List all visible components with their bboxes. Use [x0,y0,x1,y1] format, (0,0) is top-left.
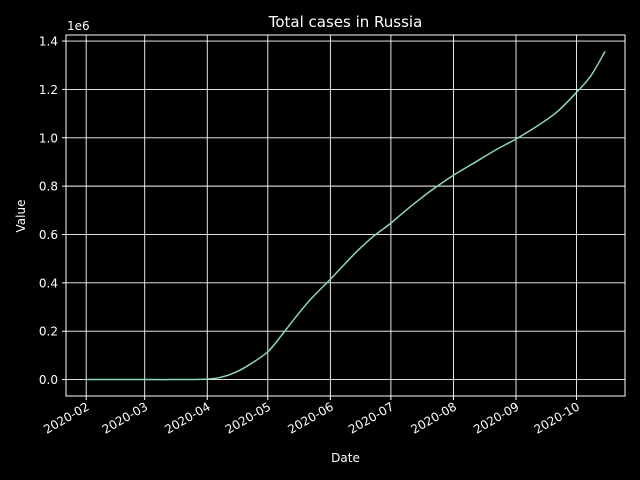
y-axis-offset-label: 1e6 [67,19,90,33]
y-tick-label: 0.8 [39,180,58,194]
grid [66,35,625,396]
y-tick-label: 1.4 [39,35,58,49]
series-layer [85,51,606,381]
y-tick-label: 1.0 [39,131,58,145]
x-axis-label: Date [331,451,360,465]
y-tick-label: 0.4 [39,276,58,290]
y-axis: 0.0 0.2 0.4 0.6 0.8 1.0 1.2 1.4 [39,35,66,387]
chart-title: Total cases in Russia [268,13,423,31]
y-tick-label: 0.0 [39,373,58,387]
y-tick-label: 0.2 [39,325,58,339]
y-tick-label: 1.2 [39,83,58,97]
plot-area [65,34,626,397]
series-line [85,51,606,381]
y-axis-label: Value [14,200,28,233]
y-tick-label: 0.6 [39,228,58,242]
